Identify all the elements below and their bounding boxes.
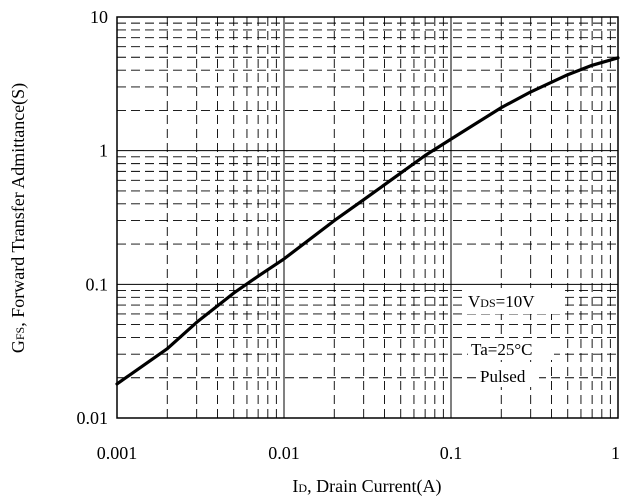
y-tick-label: 0.01 [77, 408, 109, 428]
y-tick-label: 1 [99, 141, 108, 161]
y-axis-title: GFS, Forward Transfer Admittance(S) [8, 83, 29, 353]
annotation-vds: VDS=10V [468, 292, 535, 311]
y-tick-label: 10 [90, 7, 108, 27]
annotation-pulsed-bg [477, 365, 539, 387]
x-tick-label: 0.001 [97, 443, 138, 463]
y-tick-labels: 0.01 0.1 1 10 [77, 7, 109, 428]
x-axis-title: ID, Drain Current(A) [292, 476, 441, 497]
annotation-ta-bg [468, 338, 554, 360]
gfs-curve [115, 56, 620, 386]
annotation-vds-bg [464, 288, 560, 314]
x-tick-label: 0.1 [440, 443, 463, 463]
annotation-ta: Ta=25°C [471, 340, 532, 359]
minor-grid [117, 17, 618, 418]
x-tick-label: 0.01 [268, 443, 300, 463]
x-tick-labels: 0.001 0.01 0.1 1 [97, 443, 620, 463]
annotation-pulsed: Pulsed [480, 367, 526, 386]
y-tick-label: 0.1 [86, 274, 109, 294]
plot-frame [116, 16, 619, 419]
x-tick-label: 1 [611, 443, 620, 463]
